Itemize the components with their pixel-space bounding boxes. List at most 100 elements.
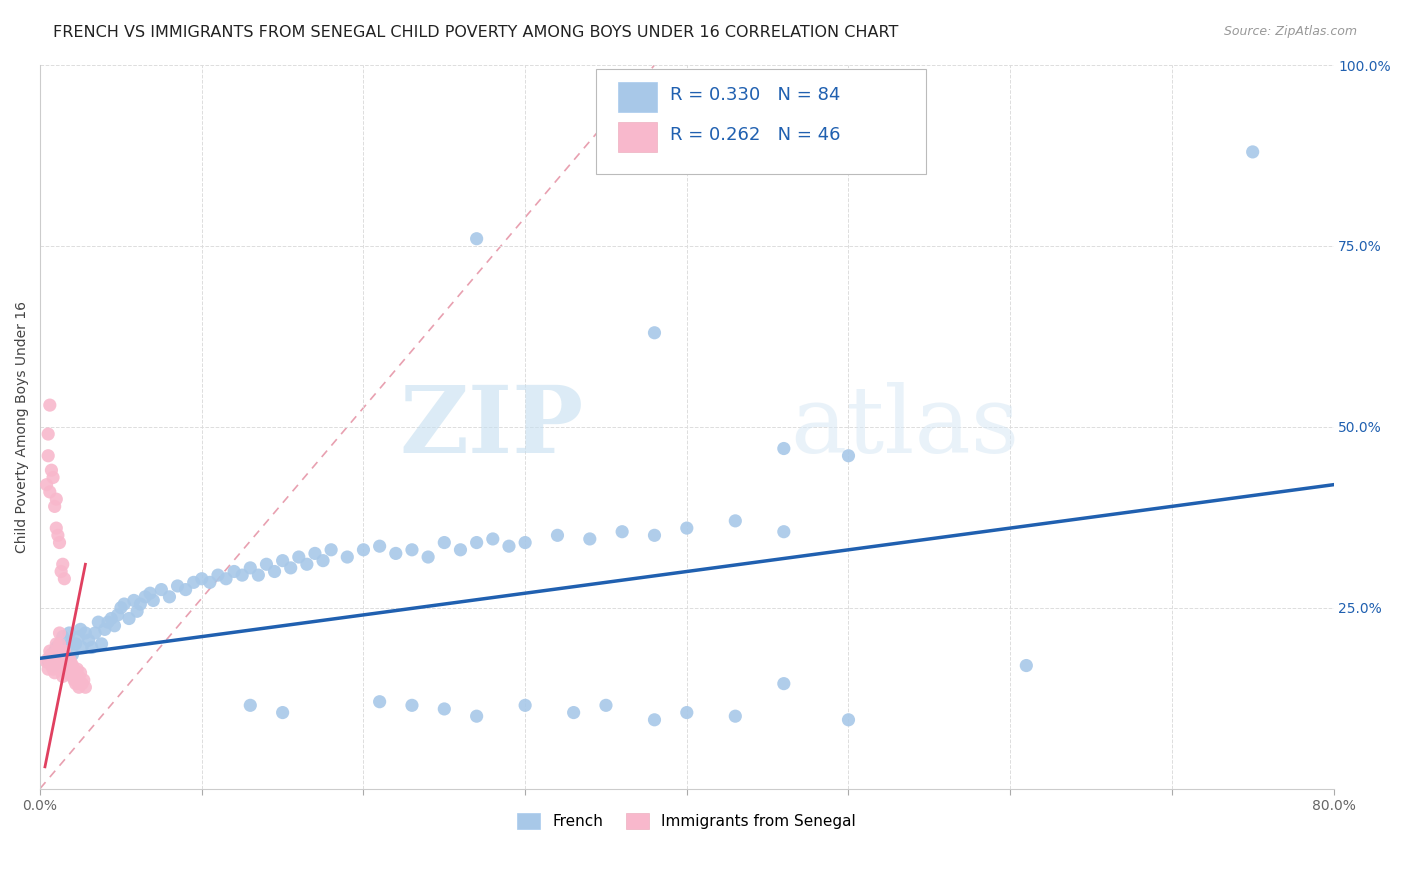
Point: [38, 398, 60, 412]
Point: [52, 558, 75, 572]
Point: [433, 702, 456, 716]
Point: [336, 549, 359, 564]
Point: [37, 662, 59, 676]
Point: [247, 568, 270, 582]
Point: [62, 669, 84, 683]
Point: [271, 706, 294, 720]
Point: [69, 665, 91, 680]
Point: [231, 568, 253, 582]
Point: [772, 524, 794, 539]
Point: [44, 655, 66, 669]
Point: [46, 648, 69, 662]
Point: [55, 655, 77, 669]
Point: [87, 615, 110, 629]
Point: [53, 655, 76, 669]
Point: [112, 597, 135, 611]
Point: [675, 521, 697, 535]
Point: [58, 662, 80, 676]
Point: [69, 623, 91, 637]
Point: [73, 673, 96, 687]
Point: [52, 669, 75, 683]
Point: [59, 637, 82, 651]
Point: [44, 665, 66, 680]
Point: [418, 549, 440, 564]
Point: [513, 698, 536, 713]
Point: [465, 535, 488, 549]
Point: [224, 565, 246, 579]
Point: [321, 542, 343, 557]
Point: [772, 676, 794, 690]
Point: [67, 680, 90, 694]
Point: [46, 528, 69, 542]
Point: [353, 542, 375, 557]
Point: [263, 565, 285, 579]
Point: [58, 626, 80, 640]
Point: [77, 633, 100, 648]
Point: [41, 648, 63, 662]
Point: [562, 706, 585, 720]
Point: [1241, 145, 1264, 159]
Point: [385, 546, 408, 560]
Point: [103, 619, 125, 633]
Point: [134, 590, 156, 604]
Point: [65, 665, 87, 680]
Point: [643, 528, 665, 542]
Point: [67, 630, 90, 644]
Point: [513, 535, 536, 549]
Point: [37, 651, 59, 665]
Point: [37, 427, 59, 442]
Point: [44, 500, 66, 514]
Point: [256, 558, 278, 572]
Point: [45, 637, 67, 651]
Point: [45, 521, 67, 535]
Y-axis label: Child Poverty Among Boys Under 16: Child Poverty Among Boys Under 16: [15, 301, 30, 553]
Point: [67, 669, 90, 683]
Point: [52, 658, 75, 673]
Point: [63, 673, 86, 687]
Point: [38, 644, 60, 658]
Point: [288, 549, 311, 564]
Point: [38, 484, 60, 499]
Point: [295, 558, 318, 572]
Point: [610, 524, 633, 539]
Point: [127, 604, 149, 618]
Point: [100, 611, 122, 625]
Point: [45, 655, 67, 669]
Point: [280, 561, 302, 575]
Point: [239, 561, 262, 575]
Point: [433, 535, 456, 549]
Text: FRENCH VS IMMIGRANTS FROM SENEGAL CHILD POVERTY AMONG BOYS UNDER 16 CORRELATION : FRENCH VS IMMIGRANTS FROM SENEGAL CHILD …: [53, 25, 898, 40]
Point: [49, 655, 72, 669]
FancyBboxPatch shape: [596, 69, 927, 174]
Point: [49, 655, 72, 669]
Point: [53, 640, 76, 655]
Point: [166, 579, 188, 593]
FancyBboxPatch shape: [619, 82, 657, 112]
Point: [97, 615, 120, 629]
Point: [239, 698, 262, 713]
Point: [52, 630, 75, 644]
Point: [46, 662, 69, 676]
Point: [94, 623, 117, 637]
Point: [80, 640, 103, 655]
Point: [42, 662, 65, 676]
Point: [48, 535, 70, 549]
Point: [207, 568, 229, 582]
Point: [183, 575, 205, 590]
Point: [304, 546, 326, 560]
Point: [55, 665, 77, 680]
Point: [643, 326, 665, 340]
Point: [75, 626, 97, 640]
Point: [48, 637, 70, 651]
Point: [772, 442, 794, 456]
Point: [312, 554, 335, 568]
Point: [118, 611, 141, 625]
Point: [675, 706, 697, 720]
Point: [62, 648, 84, 662]
Point: [122, 593, 145, 607]
Point: [42, 470, 65, 484]
Point: [465, 232, 488, 246]
Point: [401, 542, 423, 557]
Point: [198, 575, 221, 590]
Point: [59, 665, 82, 680]
